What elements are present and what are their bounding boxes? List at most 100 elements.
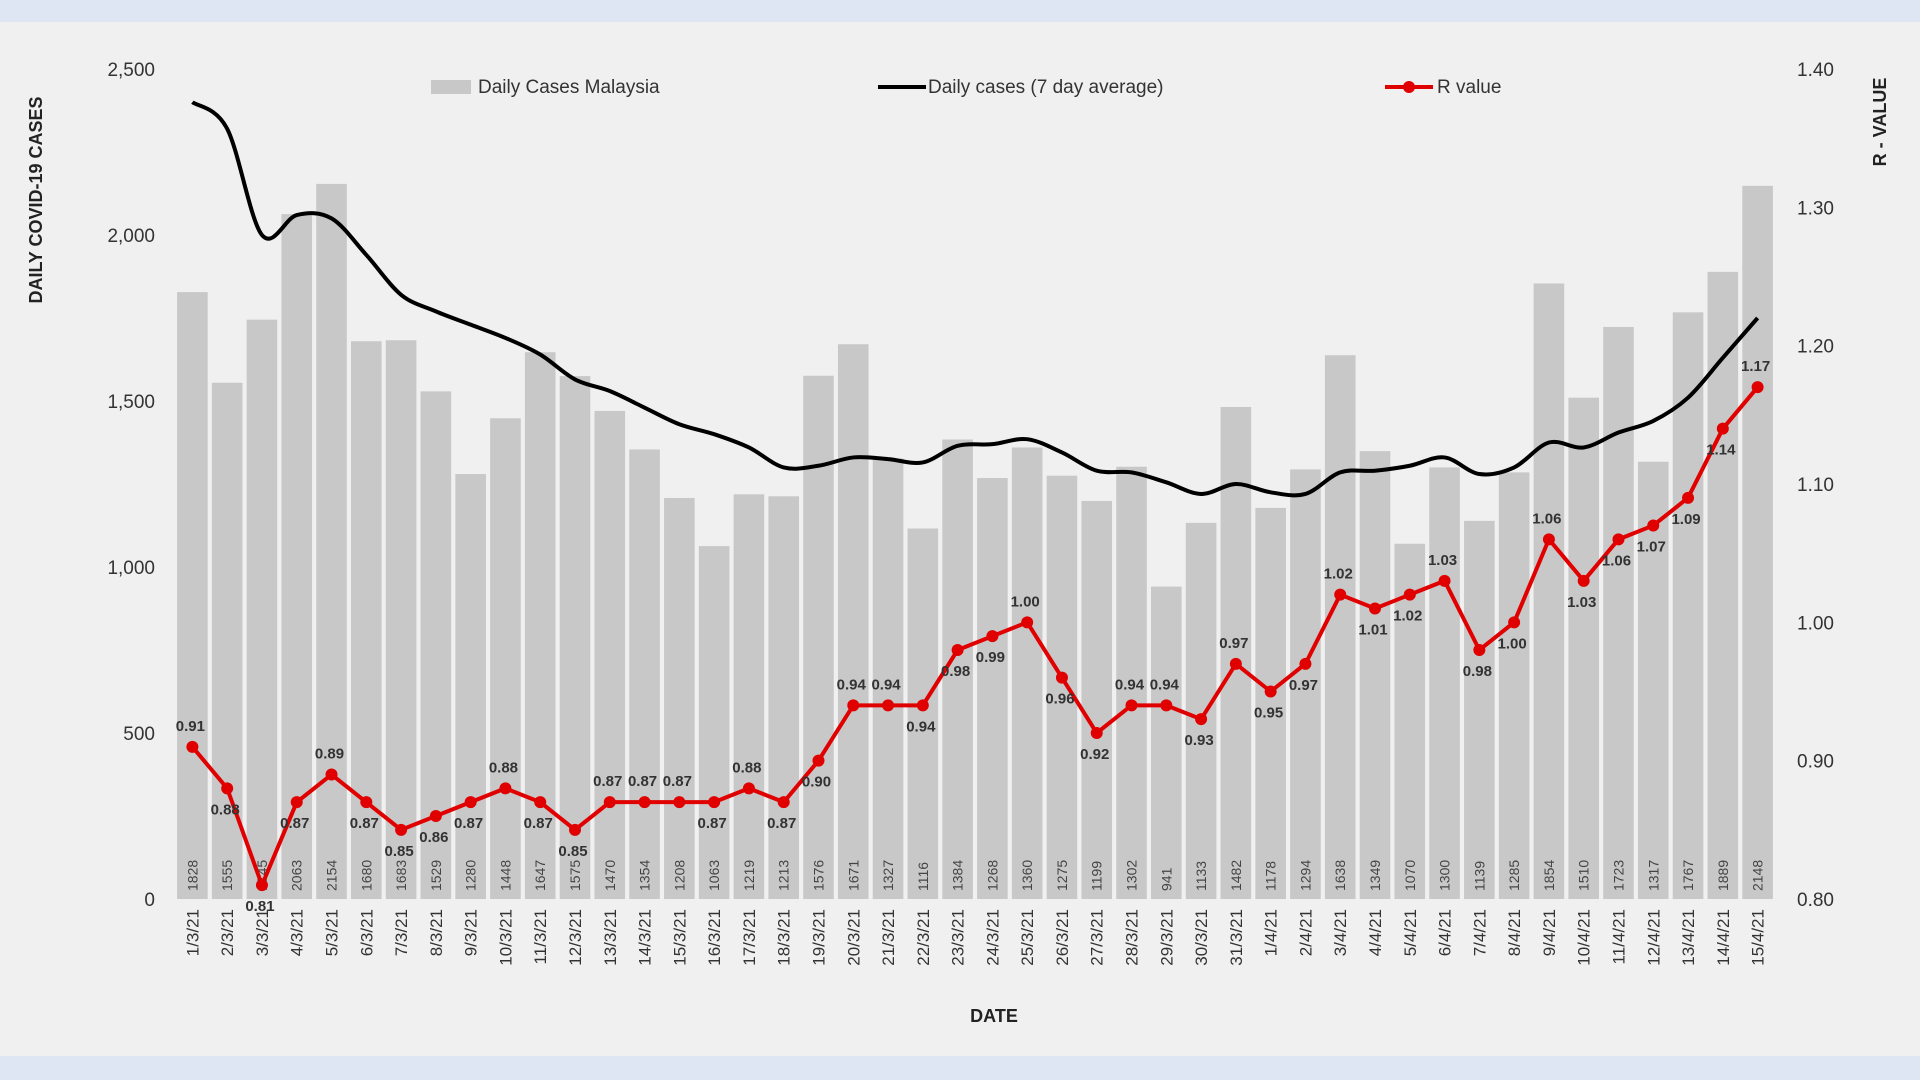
r-value-label: 0.96 [1045,691,1074,708]
r-value-label: 0.97 [1289,677,1318,694]
bar [385,340,417,899]
r-value-label: 1.00 [1011,593,1040,610]
y2-tick-label: 0.90 [1797,752,1834,773]
bar-value-label: 1219 [741,860,757,891]
axes-layer: 0 500 1,000 1,500 2,000 2,500 0.80 0.90 1.00 1.10… [107,60,1834,966]
bar-value-label: 1529 [428,860,444,891]
bar [1116,466,1147,899]
bar-value-label: 1213 [776,860,792,891]
bar-value-label: 1828 [184,860,200,891]
bar [872,458,904,899]
r-value-marker [742,782,755,795]
r-value-label: 0.94 [837,676,867,693]
r-value-marker [325,768,338,781]
bar-value-label: 1349 [1367,860,1383,891]
r-value-marker [569,823,581,836]
r-value-marker [1403,588,1416,601]
r-value-label: 1.03 [1428,552,1457,569]
covid-cases-chart: 1828 1555 1745 2063 2154 1680 1683 1529 1280 1448… [26,60,1890,1026]
bar [281,214,313,900]
average-line-layer [191,100,1760,498]
bar [1707,271,1739,899]
bar-value-label: 1889 [1715,860,1731,891]
r-value-label: 0.97 [1219,635,1248,652]
r-value-label: 1.06 [1532,510,1561,527]
r-value-label: 0.95 [1254,705,1283,722]
y2-tick-label: 0.80 [1797,890,1834,911]
x-tick-label: 21/3/21 [879,909,898,966]
bar [490,418,521,899]
y2-tick-label: 1.40 [1797,60,1834,81]
bar-value-label: 1647 [532,860,548,891]
r-value-marker [1542,533,1555,546]
bar-value-label: 1063 [706,860,722,891]
bar-value-label: 1285 [1506,860,1522,891]
r-value-label: 1.17 [1741,358,1770,375]
bar [977,478,1008,899]
x-tick-label: 18/3/21 [775,909,794,966]
r-value-marker [1508,616,1521,629]
bar-value-label: 1638 [1332,860,1348,891]
r-value-label: 1.09 [1671,511,1700,528]
x-tick-label: 11/3/21 [531,909,550,964]
bar-value-label: 1482 [1228,860,1244,891]
r-value-marker [1195,713,1208,726]
x-tick-label: 12/3/21 [566,909,585,966]
r-value-label: 0.93 [1184,732,1213,749]
bar-value-label: 1680 [358,860,374,891]
r-value-marker [1577,574,1590,587]
x-tick-label: 1/3/21 [183,909,202,956]
x-tick-label: 9/4/21 [1540,909,1559,956]
r-value-marker [847,699,860,712]
chart-panel: 1828 1555 1745 2063 2154 1680 1683 1529 1280 1448… [0,22,1920,1056]
r-value-marker [255,879,268,892]
r-value-label: 0.86 [419,829,448,846]
r-value-marker [464,796,477,809]
x-tick-label: 5/3/21 [323,909,342,956]
r-value-marker [499,782,512,795]
bar-value-label: 2154 [324,860,340,891]
bar-value-label: 1275 [1054,860,1070,891]
x-tick-label: 29/3/21 [1157,909,1176,966]
r-value-label: 0.85 [558,843,587,860]
r-value-label: 0.90 [802,774,831,791]
r-value-marker [360,796,373,809]
legend-label-bars: Daily Cases Malaysia [478,77,660,98]
r-value-marker [1369,602,1381,615]
r-value-marker [1299,657,1312,670]
bar [1359,451,1391,899]
r-value-label: 0.81 [245,898,274,915]
r-value-label: 1.06 [1602,552,1631,569]
bar-value-label: 1208 [671,860,687,891]
bar-value-label: 1360 [1019,860,1035,891]
r-value-marker [1229,657,1242,670]
bar-value-label: 1070 [1402,860,1418,891]
x-tick-label: 3/4/21 [1331,909,1350,956]
r-value-label: 1.07 [1637,539,1666,556]
bar-value-label: 941 [1158,867,1174,891]
bar [1290,469,1321,899]
r-value-label: 0.85 [384,843,413,860]
legend: Daily Cases Malaysia Daily cases (7 day … [431,77,1501,98]
bar-value-label: 2063 [289,860,305,891]
x-tick-label: 3/3/21 [253,909,272,956]
x-tick-label: 4/3/21 [288,909,307,956]
y-tick-label: 2,500 [107,60,155,81]
x-tick-label: 28/3/21 [1123,909,1142,966]
bar [1742,185,1773,899]
r-value-label: 0.89 [315,746,344,763]
r-value-label: 0.99 [976,649,1005,666]
r-value-marker [1612,533,1625,546]
x-tick-label: 19/3/21 [809,909,828,966]
x-tick-label: 25/3/21 [1018,909,1037,966]
bar-value-label: 1723 [1610,860,1626,891]
r-value-marker [1160,699,1173,712]
r-value-marker [290,796,303,809]
y-tick-label: 500 [123,724,155,745]
r-value-label: 0.94 [871,676,901,693]
bar-value-label: 1178 [1263,861,1279,891]
r-value-marker [395,823,408,836]
bar [1672,312,1704,900]
bar-value-label: 1199 [1089,861,1105,891]
bar-value-label: 1268 [984,860,1000,891]
